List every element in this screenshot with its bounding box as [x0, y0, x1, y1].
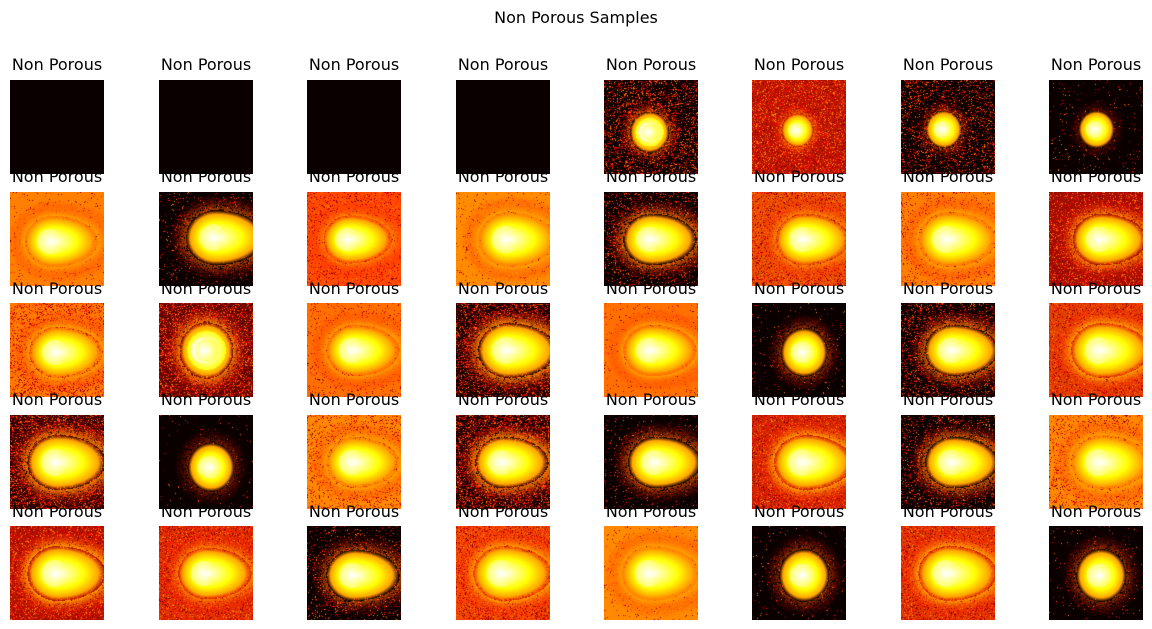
panel-title: Non Porous [308, 167, 400, 186]
panel-title: Non Porous [1050, 167, 1142, 186]
sample-heatmap-image [307, 80, 401, 174]
sample-heatmap-image [901, 415, 995, 509]
sample-heatmap-image [307, 415, 401, 509]
sample-heatmap-image [901, 303, 995, 397]
panel-title: Non Porous [902, 390, 994, 409]
sample-heatmap-image [901, 192, 995, 286]
sample-heatmap-image [10, 303, 104, 397]
sample-heatmap-image [752, 80, 846, 174]
sample-heatmap-image [604, 526, 698, 620]
panel-title: Non Porous [753, 55, 845, 74]
panel-title: Non Porous [160, 167, 252, 186]
sample-heatmap-image [1049, 415, 1143, 509]
panel-title: Non Porous [457, 502, 549, 521]
panel-title: Non Porous [308, 279, 400, 298]
sample-heatmap-image [307, 192, 401, 286]
panel-title: Non Porous [902, 502, 994, 521]
panel-title: Non Porous [605, 279, 697, 298]
sample-heatmap-image [456, 192, 550, 286]
sample-heatmap-image [604, 80, 698, 174]
sample-heatmap-image [1049, 192, 1143, 286]
panel-title: Non Porous [160, 502, 252, 521]
sample-heatmap-image [604, 192, 698, 286]
panel-title: Non Porous [753, 167, 845, 186]
sample-heatmap-image [10, 80, 104, 174]
panel-title: Non Porous [457, 55, 549, 74]
panel-title: Non Porous [308, 55, 400, 74]
panel-title: Non Porous [1050, 279, 1142, 298]
panel-title: Non Porous [1050, 502, 1142, 521]
panel-title: Non Porous [605, 55, 697, 74]
sample-heatmap-image [159, 192, 253, 286]
sample-heatmap-image [456, 526, 550, 620]
sample-heatmap-image [901, 80, 995, 174]
panel-title: Non Porous [457, 279, 549, 298]
sample-heatmap-image [10, 192, 104, 286]
sample-heatmap-image [1049, 526, 1143, 620]
panel-title: Non Porous [1050, 55, 1142, 74]
sample-heatmap-image [752, 415, 846, 509]
sample-heatmap-image [752, 526, 846, 620]
panel-title: Non Porous [308, 502, 400, 521]
sample-heatmap-image [159, 526, 253, 620]
sample-heatmap-image [1049, 80, 1143, 174]
panel-title: Non Porous [902, 167, 994, 186]
panel-title: Non Porous [11, 279, 103, 298]
panel-title: Non Porous [160, 55, 252, 74]
panel-title: Non Porous [753, 390, 845, 409]
figure-title: Non Porous Samples [494, 8, 658, 27]
panel-title: Non Porous [753, 279, 845, 298]
panel-title: Non Porous [11, 390, 103, 409]
sample-heatmap-image [456, 303, 550, 397]
panel-title: Non Porous [160, 279, 252, 298]
sample-heatmap-image [307, 303, 401, 397]
panel-title: Non Porous [902, 55, 994, 74]
panel-title: Non Porous [11, 502, 103, 521]
panel-title: Non Porous [1050, 390, 1142, 409]
panel-title: Non Porous [753, 502, 845, 521]
sample-heatmap-image [307, 526, 401, 620]
sample-heatmap-image [1049, 303, 1143, 397]
sample-heatmap-image [752, 192, 846, 286]
sample-heatmap-image [456, 80, 550, 174]
panel-title: Non Porous [902, 279, 994, 298]
panel-title: Non Porous [457, 167, 549, 186]
panel-title: Non Porous [308, 390, 400, 409]
sample-heatmap-image [159, 80, 253, 174]
sample-heatmap-image [10, 526, 104, 620]
sample-heatmap-image [159, 415, 253, 509]
panel-title: Non Porous [160, 390, 252, 409]
panel-title: Non Porous [11, 167, 103, 186]
sample-heatmap-image [159, 303, 253, 397]
sample-heatmap-image [456, 415, 550, 509]
panel-title: Non Porous [605, 390, 697, 409]
panel-title: Non Porous [11, 55, 103, 74]
sample-heatmap-image [752, 303, 846, 397]
panel-title: Non Porous [457, 390, 549, 409]
sample-heatmap-image [10, 415, 104, 509]
sample-heatmap-image [604, 415, 698, 509]
panel-title: Non Porous [605, 502, 697, 521]
sample-heatmap-image [901, 526, 995, 620]
sample-heatmap-image [604, 303, 698, 397]
panel-title: Non Porous [605, 167, 697, 186]
